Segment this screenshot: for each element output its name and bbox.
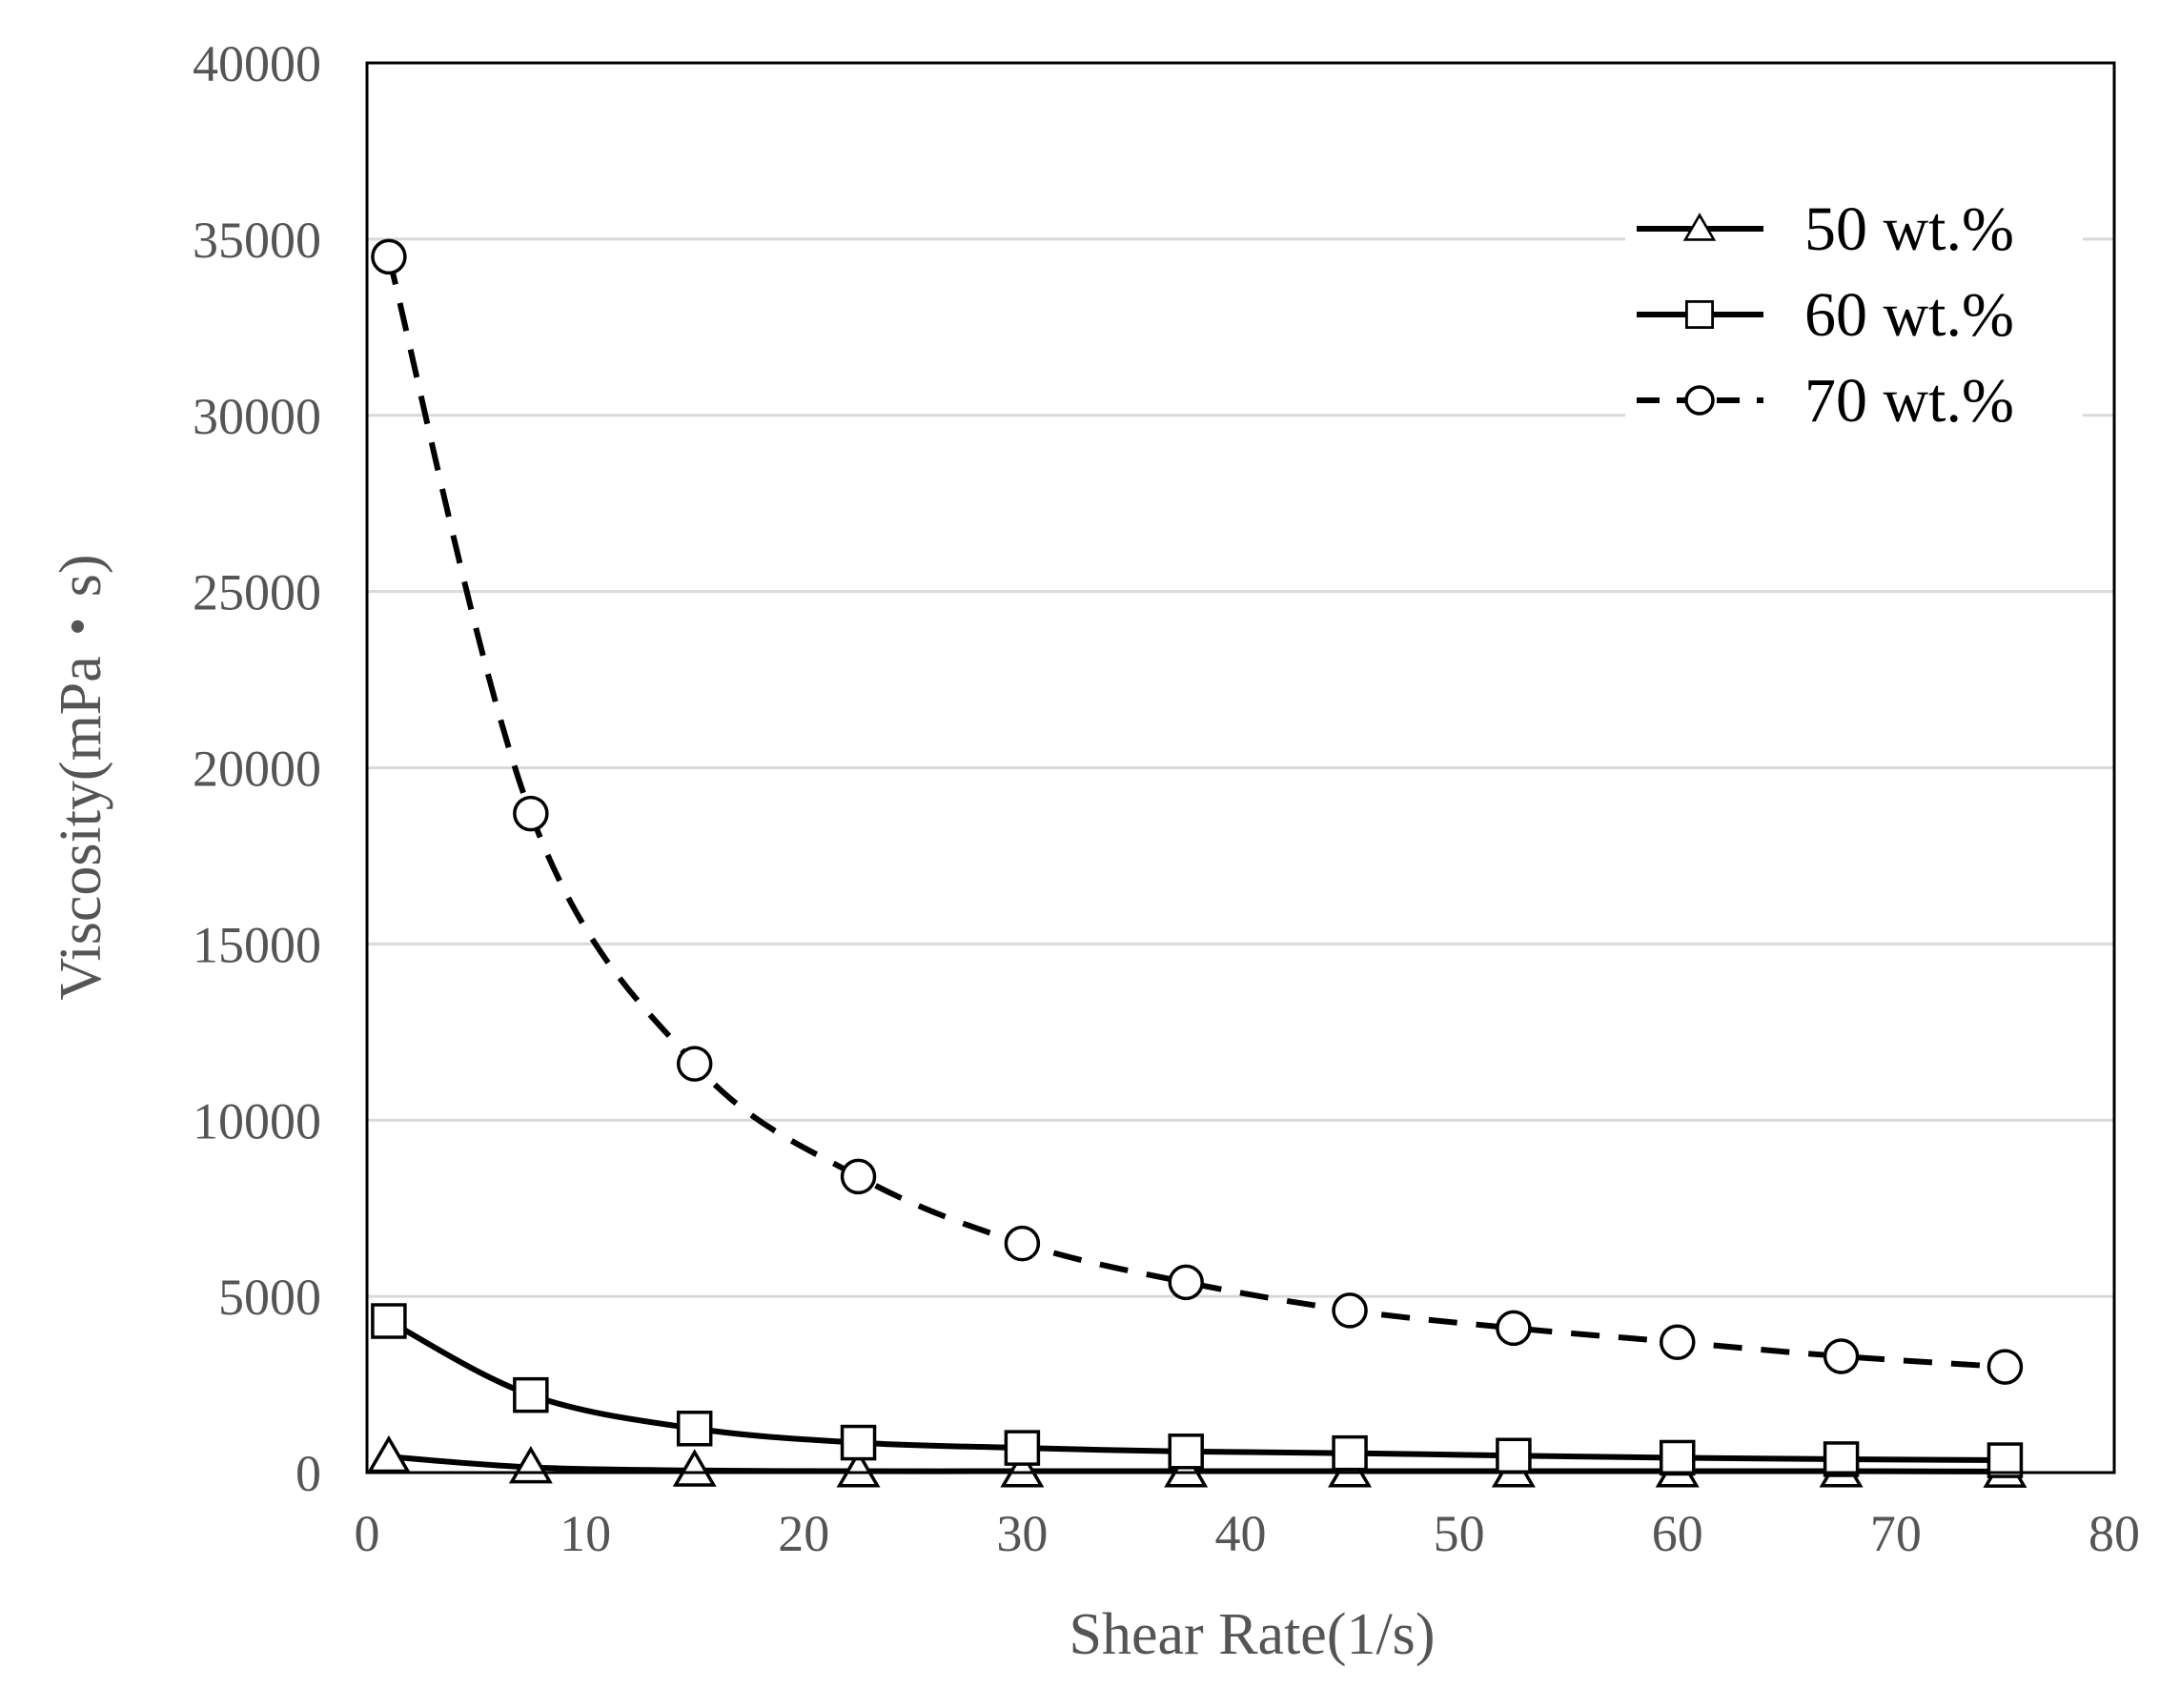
legend-marker-triangle [1682, 213, 1717, 241]
data-point-triangle [1164, 1450, 1209, 1488]
y-tick-label: 40000 [193, 35, 321, 92]
series-markers [366, 238, 2027, 1488]
data-point-circle [1332, 1292, 1368, 1329]
data-point-circle [1004, 1225, 1041, 1262]
x-tick-label: 0 [355, 1505, 380, 1562]
data-point-circle [371, 238, 407, 275]
data-point-triangle [1000, 1450, 1045, 1488]
y-tick-label: 30000 [193, 388, 321, 445]
data-point-circle [1986, 1349, 2024, 1385]
data-point-triangle [672, 1449, 717, 1487]
y-axis-title: Viscosity(mPa・s) [49, 554, 113, 1000]
data-point-triangle [836, 1450, 881, 1488]
data-point-circle [1168, 1264, 1204, 1301]
legend-marker-square [1684, 300, 1714, 330]
data-point-circle [1660, 1324, 1696, 1360]
data-point-triangle [366, 1434, 411, 1474]
series-line-2 [386, 255, 2006, 1371]
x-tick-label: 20 [778, 1505, 829, 1562]
x-tick-label: 10 [560, 1505, 611, 1562]
data-point-square [1660, 1439, 1696, 1476]
x-tick-label: 70 [1870, 1505, 1922, 1562]
x-tick-labels: 0 10 20 30 40 50 60 70 80 [355, 1505, 2141, 1562]
y-tick-labels: 0 5000 10000 15000 20000 25000 30000 35000 40000 [193, 35, 321, 1502]
grid-lines [367, 237, 2114, 1298]
legend-label: 50 wt.% [1804, 194, 2014, 264]
data-point-square [1496, 1437, 1532, 1474]
y-tick-label: 15000 [193, 916, 321, 973]
legend: 50 wt.% 60 wt.% 70 wt.% [1625, 186, 2083, 443]
plot-frame [365, 61, 2116, 1474]
x-tick-label: 30 [996, 1505, 1048, 1562]
x-tick-label: 60 [1652, 1505, 1703, 1562]
y-tick-label: 20000 [193, 741, 321, 798]
y-tick-label: 0 [295, 1445, 321, 1502]
x-tick-label: 80 [2088, 1505, 2140, 1562]
data-point-circle [513, 795, 549, 832]
y-tick-label: 35000 [193, 212, 321, 269]
legend-marker-circle [1684, 385, 1715, 416]
data-point-square [1332, 1434, 1368, 1472]
y-tick-label: 10000 [193, 1092, 321, 1149]
legend-label: 60 wt.% [1804, 280, 2014, 350]
data-point-square [840, 1424, 877, 1461]
data-point-circle [840, 1158, 877, 1195]
x-axis-title: Shear Rate(1/s) [1070, 1602, 1436, 1667]
data-point-square [1823, 1441, 1860, 1477]
y-tick-label: 5000 [218, 1269, 321, 1326]
data-point-circle [676, 1046, 713, 1082]
data-point-square [1004, 1430, 1041, 1466]
data-point-square [1986, 1442, 2024, 1478]
data-point-circle [1823, 1338, 1860, 1374]
data-point-square [1168, 1434, 1204, 1470]
y-tick-label: 25000 [193, 564, 321, 621]
data-point-square [371, 1303, 407, 1339]
data-point-circle [1496, 1310, 1532, 1347]
data-point-square [676, 1411, 713, 1447]
data-point-square [513, 1376, 549, 1413]
x-tick-label: 50 [1434, 1505, 1485, 1562]
x-tick-label: 40 [1215, 1505, 1267, 1562]
legend-label: 70 wt.% [1804, 366, 2014, 436]
